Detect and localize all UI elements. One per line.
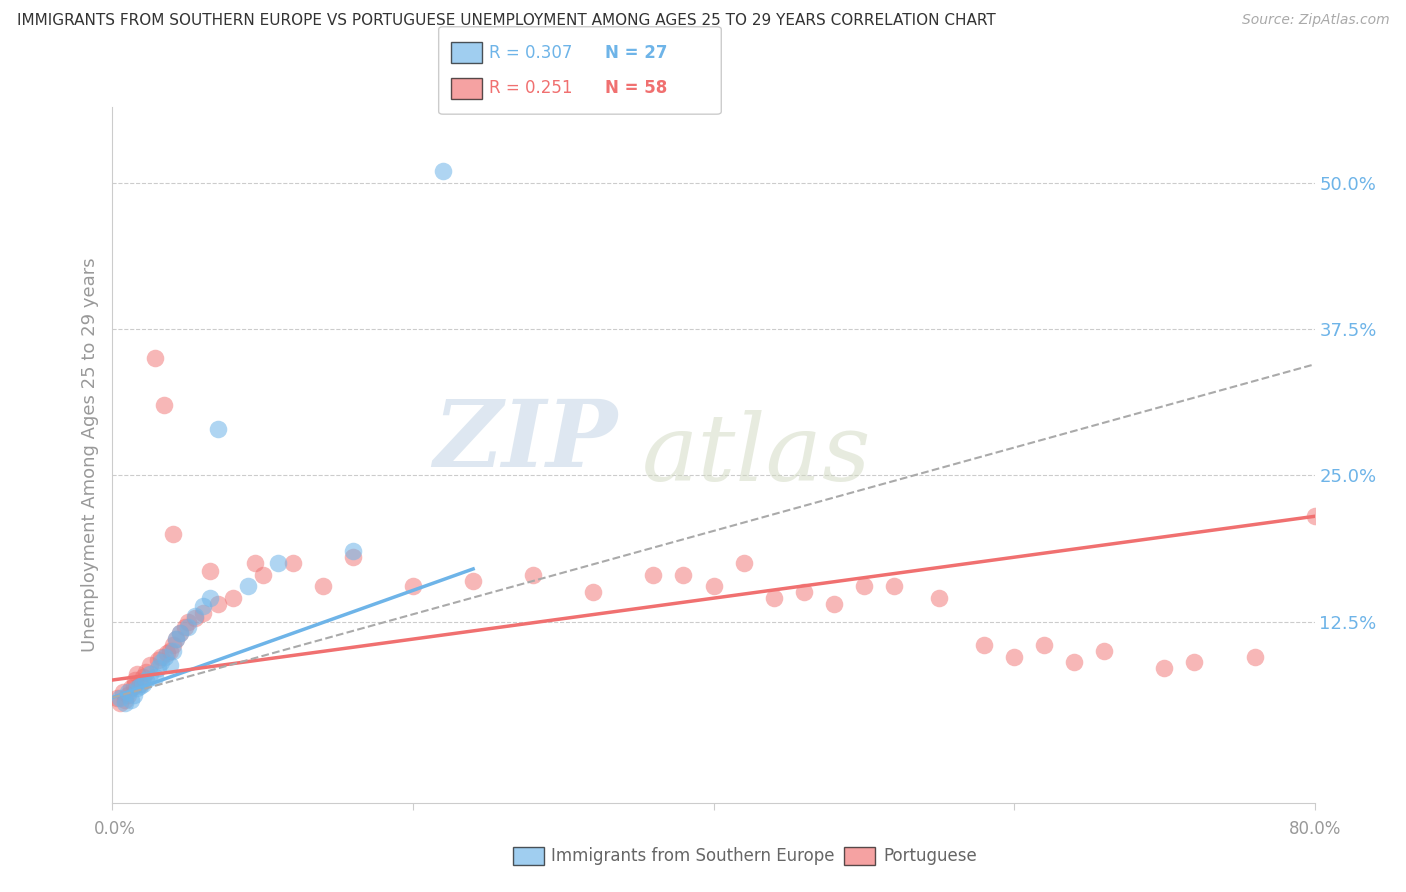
Point <box>173 620 195 634</box>
Point <box>125 681 148 696</box>
Text: 0.0%: 0.0% <box>94 820 136 838</box>
Point <box>169 626 191 640</box>
Point <box>252 567 274 582</box>
Point <box>159 657 181 672</box>
Point <box>184 608 207 623</box>
Text: IMMIGRANTS FROM SOUTHERN EUROPE VS PORTUGUESE UNEMPLOYMENT AMONG AGES 25 TO 29 Y: IMMIGRANTS FROM SOUTHERN EUROPE VS PORTU… <box>17 13 995 29</box>
Point <box>702 579 725 593</box>
Point <box>152 398 174 412</box>
Point <box>159 644 181 658</box>
Point <box>342 550 364 565</box>
Point <box>117 684 139 698</box>
Point <box>1153 661 1175 675</box>
Point <box>1092 644 1115 658</box>
Point <box>672 567 695 582</box>
Point <box>125 667 148 681</box>
Point <box>342 544 364 558</box>
Point <box>146 661 169 675</box>
Point <box>149 649 172 664</box>
Point <box>312 579 335 593</box>
Point <box>823 597 845 611</box>
Text: Immigrants from Southern Europe: Immigrants from Southern Europe <box>551 847 835 865</box>
Point <box>128 679 150 693</box>
Point <box>122 688 145 702</box>
Point <box>143 351 166 366</box>
Point <box>207 597 229 611</box>
Point <box>165 632 187 646</box>
Point <box>139 667 162 681</box>
Point <box>139 657 162 672</box>
Text: 80.0%: 80.0% <box>1288 820 1341 838</box>
Text: Source: ZipAtlas.com: Source: ZipAtlas.com <box>1241 13 1389 28</box>
Point <box>162 644 184 658</box>
Point <box>207 422 229 436</box>
Text: atlas: atlas <box>641 410 870 500</box>
Point <box>124 673 146 687</box>
Point <box>852 579 875 593</box>
Point <box>1063 656 1085 670</box>
Point <box>522 567 544 582</box>
Point <box>153 649 176 664</box>
Point <box>165 632 187 646</box>
Text: Portuguese: Portuguese <box>883 847 977 865</box>
Point <box>928 591 950 606</box>
Point <box>733 556 755 570</box>
Point <box>883 579 905 593</box>
Point <box>191 607 214 621</box>
Point <box>1033 638 1056 652</box>
Text: N = 58: N = 58 <box>605 79 666 97</box>
Point <box>582 585 605 599</box>
Point <box>176 620 198 634</box>
Point <box>162 638 184 652</box>
Point <box>117 688 139 702</box>
Point <box>1184 656 1206 670</box>
Point <box>191 599 214 614</box>
Point <box>1243 649 1265 664</box>
Point <box>236 579 259 593</box>
Point <box>105 690 128 705</box>
Point <box>198 591 221 606</box>
Point <box>169 626 191 640</box>
Point <box>114 697 136 711</box>
Point <box>135 665 157 679</box>
Text: R = 0.251: R = 0.251 <box>489 79 572 97</box>
Point <box>281 556 304 570</box>
Point <box>973 638 995 652</box>
Point <box>162 526 184 541</box>
Point <box>643 567 665 582</box>
Point <box>120 693 142 707</box>
Point <box>432 164 454 178</box>
Point <box>267 556 290 570</box>
Point <box>176 615 198 629</box>
Point <box>108 697 131 711</box>
Point <box>120 681 142 696</box>
Point <box>1002 649 1025 664</box>
Point <box>155 646 177 660</box>
Point <box>149 656 172 670</box>
Point <box>128 676 150 690</box>
Text: R = 0.307: R = 0.307 <box>489 44 572 62</box>
Point <box>184 611 207 625</box>
Point <box>131 676 153 690</box>
Y-axis label: Unemployment Among Ages 25 to 29 years: Unemployment Among Ages 25 to 29 years <box>80 258 98 652</box>
Point <box>143 669 166 683</box>
Point <box>402 579 425 593</box>
Text: N = 27: N = 27 <box>605 44 666 62</box>
Point <box>1303 509 1326 524</box>
Point <box>146 653 169 667</box>
Point <box>245 556 267 570</box>
Point <box>108 690 131 705</box>
Point <box>222 591 245 606</box>
Text: ZIP: ZIP <box>433 396 617 486</box>
Point <box>111 684 134 698</box>
Point <box>122 679 145 693</box>
Point <box>793 585 815 599</box>
Point <box>461 574 484 588</box>
Point <box>131 669 153 683</box>
Point <box>762 591 785 606</box>
Point <box>198 564 221 578</box>
Point <box>114 693 136 707</box>
Point <box>135 673 157 687</box>
